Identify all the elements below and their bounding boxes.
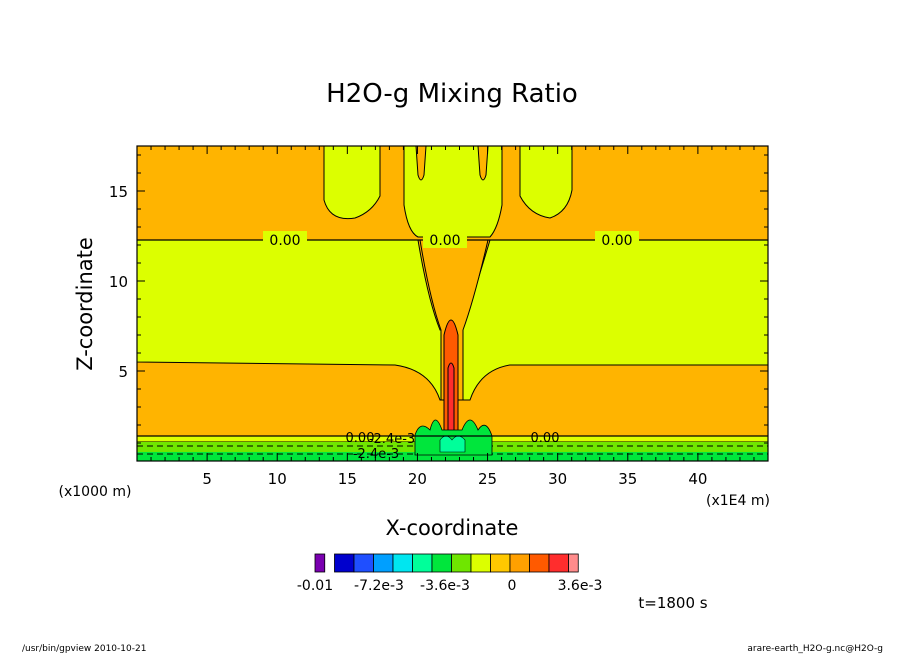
y-tick-label: 15 bbox=[109, 183, 128, 201]
upper-plume-center bbox=[403, 146, 503, 238]
colorbar-tick-label: 0 bbox=[508, 578, 517, 594]
bottom-band-green2 bbox=[137, 452, 768, 461]
contour-label: -2.4e-3 bbox=[369, 432, 415, 447]
notch-1 bbox=[415, 146, 427, 181]
colorbar-tick-label: -7.2e-3 bbox=[354, 578, 404, 594]
contour-label: 0.00 bbox=[429, 233, 460, 249]
x-scale-note: (x1E4 m) bbox=[706, 493, 770, 509]
contour-label: 0.00 bbox=[601, 233, 632, 249]
colorbar-swatch bbox=[314, 553, 326, 573]
notch-2 bbox=[477, 146, 489, 181]
x-tick-label: 40 bbox=[688, 470, 707, 488]
y-tick-label: 10 bbox=[109, 273, 128, 291]
contour-labels: 0.00 0.00 0.00 0.00 0.00 -2.4e-3 -2.4e-3 bbox=[263, 231, 639, 462]
contour-label: 0.00 bbox=[531, 431, 560, 446]
colorbar-swatch bbox=[412, 553, 433, 573]
colorbar-swatch bbox=[353, 553, 374, 573]
x-tick-label: 35 bbox=[618, 470, 637, 488]
x-tick-label: 20 bbox=[408, 470, 427, 488]
contour-label: 0.00 bbox=[269, 233, 300, 249]
contour-field bbox=[137, 146, 768, 461]
colorbar-swatch bbox=[451, 553, 472, 573]
upper-plume-left bbox=[323, 146, 381, 220]
colorbar-swatch bbox=[529, 553, 550, 573]
upper-plume-right bbox=[519, 146, 573, 219]
x-tick-label: 5 bbox=[202, 470, 212, 488]
colorbar-swatch bbox=[548, 553, 569, 573]
colorbar-swatch bbox=[373, 553, 394, 573]
colorbar-tick-label: -0.01 bbox=[297, 578, 333, 594]
x-unit-label: (x1000 m) bbox=[59, 484, 132, 500]
colorbar-swatch bbox=[568, 553, 579, 573]
colorbar-tick-label: 3.6e-3 bbox=[558, 578, 603, 594]
footer-source: arare-earth_H2O-g.nc@H2O-g bbox=[747, 644, 883, 654]
y-axis: 5 10 15 bbox=[109, 154, 768, 444]
contour-label: -2.4e-3 bbox=[353, 447, 399, 462]
colorbar-tick-label: -3.6e-3 bbox=[420, 578, 470, 594]
x-tick-label: 10 bbox=[268, 470, 287, 488]
x-axis-label: X-coordinate bbox=[386, 516, 519, 540]
colorbar-swatch bbox=[490, 553, 511, 573]
central-column bbox=[419, 239, 489, 401]
y-tick-label: 5 bbox=[118, 363, 128, 381]
colorbar-swatch bbox=[431, 553, 452, 573]
x-tick-label: 30 bbox=[548, 470, 567, 488]
colorbar-swatch bbox=[470, 553, 491, 573]
colorbar-swatch bbox=[334, 553, 355, 573]
contour-label: 0.00 bbox=[346, 431, 375, 446]
x-tick-label: 25 bbox=[478, 470, 497, 488]
colorbar-swatch bbox=[392, 553, 413, 573]
x-axis: 5 10 15 20 25 30 35 40 bbox=[150, 146, 755, 488]
y-axis-label: Z-coordinate bbox=[73, 237, 97, 371]
dark-core bbox=[447, 362, 455, 436]
turbulence-blob bbox=[414, 419, 493, 456]
colorbar-labels: -0.01 -7.2e-3 -3.6e-3 0 3.6e-3 bbox=[297, 578, 603, 594]
time-label: t=1800 s bbox=[638, 594, 707, 612]
footer-program: /usr/bin/gpview 2010-10-21 bbox=[22, 644, 146, 654]
chart-title: H2O-g Mixing Ratio bbox=[326, 79, 578, 109]
colorbar-swatch bbox=[509, 553, 530, 573]
x-tick-label: 15 bbox=[338, 470, 357, 488]
plot-frame bbox=[136, 145, 769, 462]
colorbar bbox=[314, 553, 579, 573]
